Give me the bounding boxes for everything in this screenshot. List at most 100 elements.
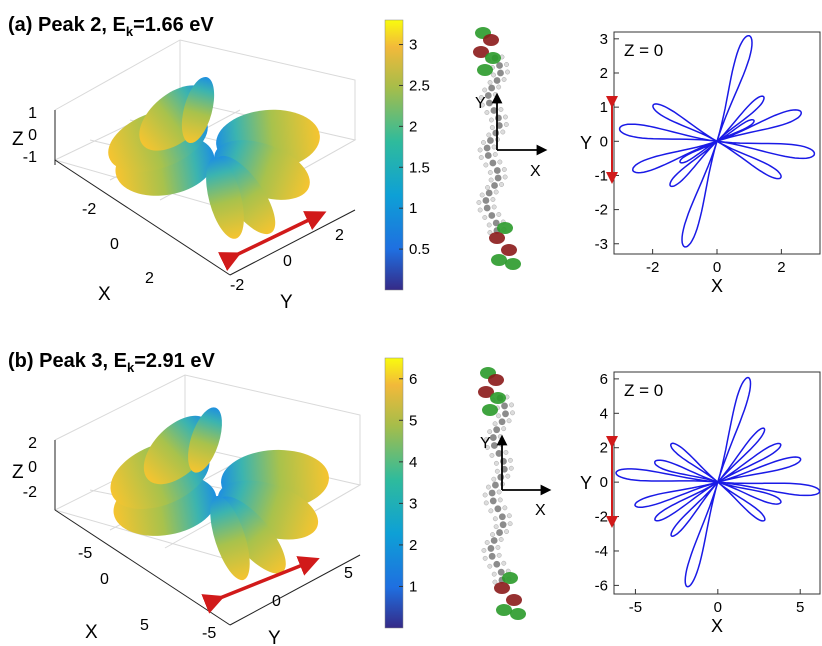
y-axis-label: Y xyxy=(580,473,592,493)
panel-b-z-tick: 2 xyxy=(28,435,37,452)
hydrogen-atom xyxy=(508,465,514,471)
orbital-lobe xyxy=(489,232,505,244)
hydrogen-atom xyxy=(488,177,494,183)
panel-b-mol-y-label: Y xyxy=(480,435,491,452)
hydrogen-atom xyxy=(504,529,509,535)
y-tick-label: 2 xyxy=(600,65,608,82)
carbon-atom xyxy=(497,69,504,77)
hydrogen-atom xyxy=(509,402,514,408)
panel-a-x-tick: 0 xyxy=(110,236,119,253)
panel-a-molecule xyxy=(473,27,521,270)
hydrogen-atom xyxy=(502,114,508,120)
panel-b-y-tick: 0 xyxy=(272,593,281,610)
carbon-atom xyxy=(489,159,497,167)
colorbar-tick-label: 3 xyxy=(409,37,417,54)
carbon-atom xyxy=(487,137,494,144)
hydrogen-atom xyxy=(493,460,499,466)
hydrogen-atom xyxy=(485,484,491,490)
orbital-lobe xyxy=(494,582,510,594)
orbital-lobe xyxy=(477,64,493,76)
carbon-atom xyxy=(495,450,503,457)
hydrogen-atom xyxy=(491,204,497,210)
colorbar-tick-label: 3 xyxy=(409,495,417,512)
y-tick-label: -3 xyxy=(595,236,608,253)
hydrogen-atom xyxy=(493,524,499,530)
hydrogen-atom xyxy=(483,500,489,506)
hydrogen-atom xyxy=(502,505,508,511)
z-annotation: Z = 0 xyxy=(624,381,663,400)
hydrogen-atom xyxy=(476,200,482,205)
hydrogen-atom xyxy=(496,212,502,217)
hydrogen-atom xyxy=(492,579,498,585)
y-tick-label: 2 xyxy=(600,440,608,457)
y-tick-label: 0 xyxy=(600,133,608,150)
panel-a-title-tail: =1.66 eV xyxy=(133,14,214,36)
hydrogen-atom xyxy=(478,155,484,160)
hydrogen-atom xyxy=(486,132,492,138)
colorbar-tick-label: 2 xyxy=(409,537,417,554)
panel-a-title: (a) Peak 2, Ek=1.66 eV xyxy=(8,14,214,39)
carbon-atom xyxy=(492,219,500,227)
x-tick-label: 0 xyxy=(714,599,722,616)
lobe-curve xyxy=(684,481,719,588)
lobe-curve xyxy=(716,140,782,180)
carbon-atom xyxy=(498,513,506,521)
orbital-lobe xyxy=(478,386,494,398)
carbon-atom xyxy=(493,167,501,174)
carbon-atom xyxy=(485,99,493,107)
hydrogen-atom xyxy=(487,230,493,235)
panel-b-colorbar: 6 5 4 3 2 1 xyxy=(384,357,417,629)
lobe-curve xyxy=(634,481,719,508)
panel-a-surface-plot: 1 0 -1 Z -2 0 2 X -2 0 2 Y xyxy=(12,39,357,313)
hydrogen-atom xyxy=(489,125,495,130)
panel-a-molecule-axes: Y X xyxy=(475,92,548,180)
panel-a-z-tick: 0 xyxy=(28,127,37,144)
carbon-atom xyxy=(497,568,505,576)
hydrogen-atom xyxy=(495,544,501,550)
hydrogen-atom xyxy=(497,434,503,440)
hydrogen-atom xyxy=(499,182,504,187)
panel-a-y-tick: 0 xyxy=(283,253,292,270)
hydrogen-atom xyxy=(481,547,487,553)
lobe-curve xyxy=(717,481,821,497)
hydrogen-atom xyxy=(491,72,496,78)
hydrogen-atom xyxy=(501,560,507,566)
colorbar-tick-label: 1 xyxy=(409,578,417,595)
hydrogen-atom xyxy=(501,426,507,432)
hydrogen-atom xyxy=(505,69,510,75)
panel-b-y-tick: -5 xyxy=(202,625,216,642)
carbon-atom xyxy=(493,77,501,84)
panel-b-x-tick: 5 xyxy=(140,617,149,634)
panel-b-molecule xyxy=(478,367,526,620)
hydrogen-atom xyxy=(507,521,513,527)
x-axis-label: X xyxy=(711,276,723,296)
hydrogen-atom xyxy=(483,437,489,443)
orbital-lobe xyxy=(491,254,507,266)
lobe-curve xyxy=(670,442,719,483)
lobe-curve xyxy=(716,118,755,142)
carbon-atom xyxy=(492,129,500,137)
y-tick-label: -2 xyxy=(595,202,608,219)
panel-a-mol-y-label: Y xyxy=(475,95,486,112)
panel-a-x-tick: -2 xyxy=(82,201,96,218)
hydrogen-atom xyxy=(492,152,498,157)
panel-a-x-tick: 2 xyxy=(145,270,154,287)
y-tick-label: -4 xyxy=(595,543,608,560)
y-axis-label: Y xyxy=(580,133,592,153)
orbital-lobe xyxy=(473,46,489,58)
orbital-lobe xyxy=(505,258,521,270)
carbon-atom xyxy=(487,545,495,552)
panel-b-title-main: Peak 3, E xyxy=(39,350,127,372)
panel-b-x-tick: 0 xyxy=(100,571,109,588)
orbital-lobe xyxy=(485,52,501,64)
y-tick-label: 6 xyxy=(600,371,608,388)
hydrogen-atom xyxy=(500,129,506,135)
hydrogen-atom xyxy=(485,185,490,190)
carbon-atom xyxy=(490,537,498,544)
carbon-atom xyxy=(482,197,490,204)
hydrogen-atom xyxy=(510,410,515,416)
colorbar-tick-label: 1.5 xyxy=(409,159,430,176)
lobe-curve xyxy=(652,103,718,142)
orbital-lobe xyxy=(482,404,498,416)
hydrogen-atom xyxy=(488,508,494,514)
